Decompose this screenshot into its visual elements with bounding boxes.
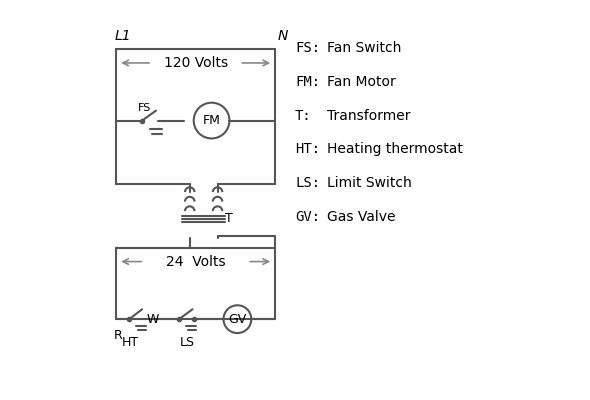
Text: FM:: FM: [295, 75, 320, 89]
Text: FS: FS [137, 104, 150, 114]
Text: 24  Volts: 24 Volts [166, 254, 225, 268]
Text: HT:: HT: [295, 142, 320, 156]
Text: Fan Switch: Fan Switch [327, 41, 401, 55]
Text: Transformer: Transformer [327, 109, 410, 123]
Text: L1: L1 [114, 29, 131, 43]
Text: T: T [225, 212, 233, 225]
Text: FM: FM [202, 114, 221, 127]
Text: R: R [114, 329, 123, 342]
Text: Limit Switch: Limit Switch [327, 176, 412, 190]
Text: GV:: GV: [295, 210, 320, 224]
Text: FS:: FS: [295, 41, 320, 55]
Text: Gas Valve: Gas Valve [327, 210, 395, 224]
Text: N: N [277, 29, 287, 43]
Text: W: W [147, 313, 159, 326]
Text: HT: HT [122, 336, 139, 349]
Text: T:: T: [295, 109, 312, 123]
Text: GV: GV [228, 313, 247, 326]
Text: 120 Volts: 120 Volts [163, 56, 228, 70]
Text: Heating thermostat: Heating thermostat [327, 142, 463, 156]
Text: Fan Motor: Fan Motor [327, 75, 395, 89]
Text: LS:: LS: [295, 176, 320, 190]
Text: LS: LS [179, 336, 195, 349]
